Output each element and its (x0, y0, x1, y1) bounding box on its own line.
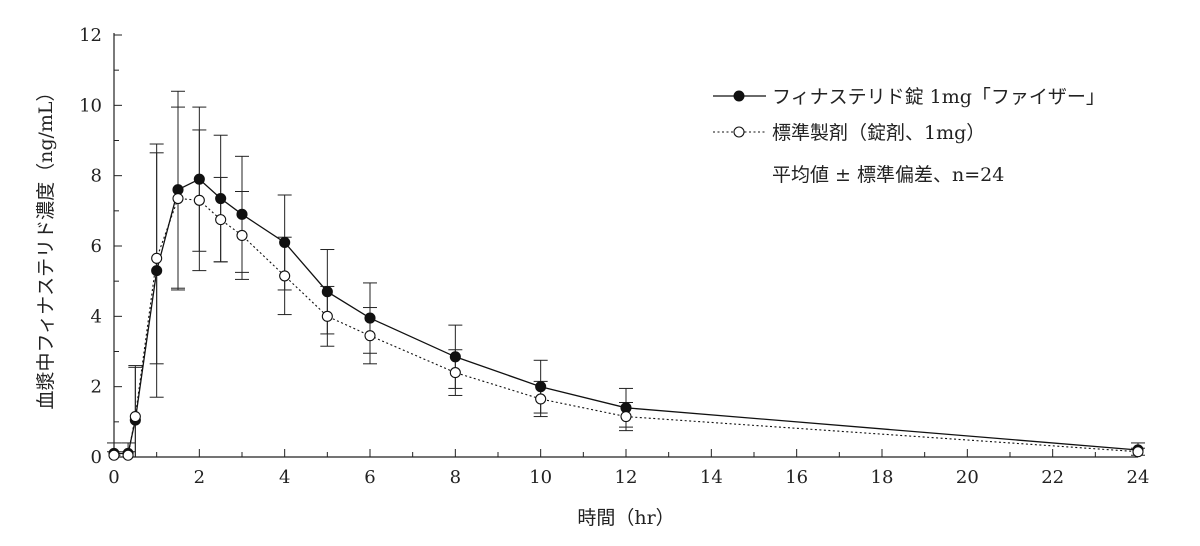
data-point (364, 312, 376, 324)
x-tick-label: 10 (529, 467, 552, 488)
x-tick-label: 4 (279, 467, 290, 488)
data-point (321, 310, 333, 322)
data-point (236, 229, 248, 241)
x-tick-label: 12 (615, 467, 638, 488)
data-point (193, 173, 205, 185)
data-point (364, 330, 376, 342)
data-point (151, 252, 163, 264)
data-point (215, 214, 227, 226)
y-tick-label: 0 (91, 447, 102, 468)
legend-note: 平均値 ± 標準偏差、n=24 (772, 164, 1004, 186)
data-point (449, 367, 461, 379)
data-point (122, 449, 134, 461)
y-ticks: 0 2 4 6 8 10 12 (79, 25, 122, 468)
x-tick-label: 2 (194, 467, 205, 488)
x-tick-label: 8 (450, 467, 461, 488)
data-point (129, 411, 141, 423)
y-axis-title: 血漿中フィナステリド濃度（ng/mL） (35, 82, 57, 409)
data-point (620, 411, 632, 423)
x-tick-label: 20 (956, 467, 979, 488)
x-axis-title: 時間（hr） (577, 507, 674, 529)
data-point (151, 265, 163, 277)
x-tick-label: 14 (700, 467, 723, 488)
y-tick-label: 2 (91, 377, 102, 398)
y-tick-label: 10 (79, 95, 102, 116)
data-point (236, 208, 248, 220)
data-point (1132, 446, 1144, 458)
data-point (279, 270, 291, 282)
x-tick-label: 24 (1127, 467, 1150, 488)
x-tick-label: 0 (108, 467, 119, 488)
data-point (279, 236, 291, 249)
data-point (193, 194, 205, 206)
x-tick-label: 22 (1041, 467, 1064, 488)
series-layer (107, 90, 1145, 461)
legend-marker-series-2 (733, 126, 745, 138)
data-point (215, 192, 227, 205)
legend: フィナステリド錠 1mg「ファイザー」 標準製剤（錠剤、1mg） 平均値 ± 標… (713, 86, 1105, 186)
y-tick-label: 4 (91, 306, 102, 327)
legend-label-series-1: フィナステリド錠 1mg「ファイザー」 (772, 86, 1105, 108)
y-tick-label: 12 (79, 25, 102, 46)
series-2-markers (108, 192, 1144, 461)
data-point (535, 381, 547, 393)
x-tick-label: 16 (785, 467, 808, 488)
x-tick-label: 6 (364, 467, 375, 488)
legend-label-series-2: 標準製剤（錠剤、1mg） (772, 122, 985, 144)
x-tick-label: 18 (871, 467, 894, 488)
y-tick-label: 8 (91, 166, 102, 187)
data-point (449, 351, 461, 363)
data-point (321, 286, 333, 298)
y-tick-label: 6 (91, 236, 102, 257)
x-ticks: 0 2 4 6 8 10 12 14 16 18 20 22 24 (108, 449, 1149, 488)
data-point (172, 192, 184, 205)
legend-marker-series-1 (733, 90, 745, 102)
data-point (535, 393, 547, 405)
data-point (108, 449, 120, 461)
